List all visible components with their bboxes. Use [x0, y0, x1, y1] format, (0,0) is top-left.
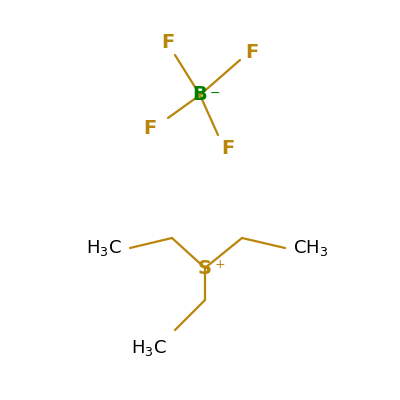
Text: $\mathregular{CH_3}$: $\mathregular{CH_3}$ — [293, 238, 328, 258]
Text: S: S — [198, 258, 212, 278]
Text: F: F — [161, 32, 175, 52]
Text: F: F — [245, 42, 259, 62]
Text: +: + — [215, 258, 226, 272]
Text: $\mathregular{H_3C}$: $\mathregular{H_3C}$ — [86, 238, 122, 258]
Text: F: F — [143, 118, 157, 138]
Text: −: − — [210, 86, 220, 100]
Text: B: B — [193, 86, 207, 104]
Text: $\mathregular{H_3C}$: $\mathregular{H_3C}$ — [131, 338, 167, 358]
Text: F: F — [221, 138, 235, 158]
